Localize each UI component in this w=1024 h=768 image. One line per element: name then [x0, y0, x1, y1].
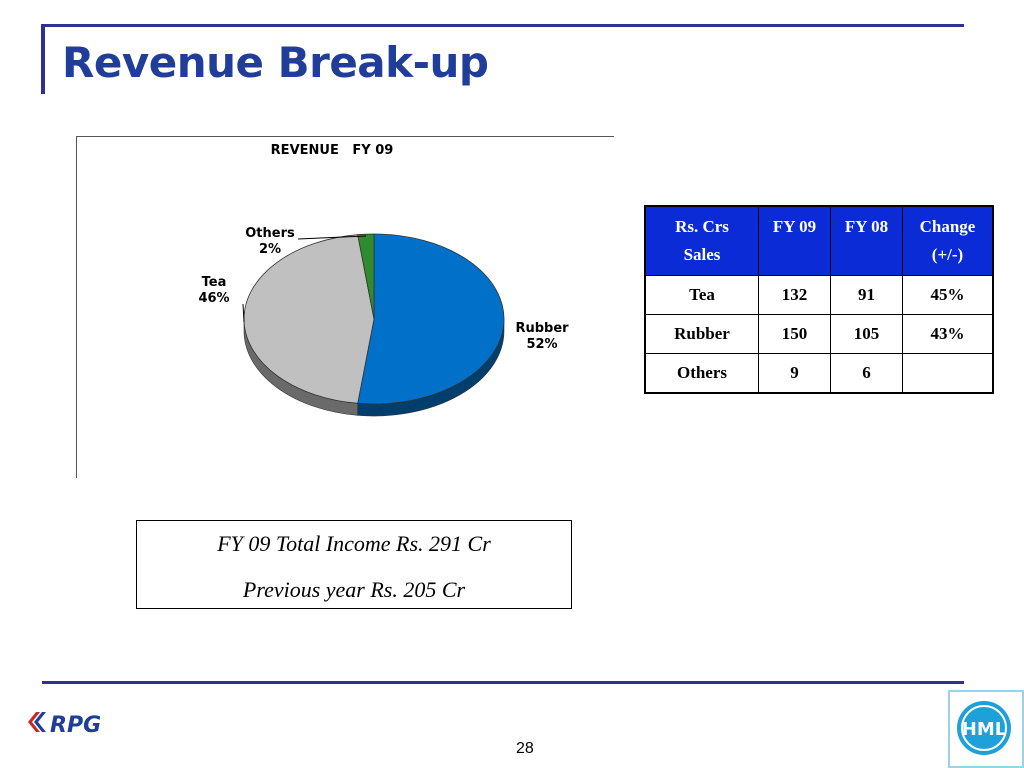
table-cell: 45%: [902, 275, 994, 315]
table-row: Others 9 6: [644, 353, 994, 394]
table-cell: 6: [830, 353, 903, 394]
left-accent-rule: [41, 24, 45, 94]
pie-top-group: [243, 233, 505, 405]
pie-slice-rubber: [357, 233, 505, 405]
total-income-text: FY 09 Total Income Rs. 291 Cr: [217, 531, 491, 556]
pie-percent-label-tea: 46%: [198, 291, 229, 306]
table-header-row: Rs. Crs Sales FY 09 FY 08 Change (+/-): [644, 205, 994, 276]
pie-label-others: Others: [245, 226, 295, 241]
leader-line-tea: [242, 303, 245, 323]
page-number: 28: [516, 740, 534, 757]
pie-label-tea: Tea: [202, 275, 227, 290]
table-cell: Rubber: [644, 314, 759, 354]
previous-year-text: Previous year Rs. 205 Cr: [242, 577, 466, 602]
table-cell: 43%: [902, 314, 994, 354]
pie-slice-others: [357, 233, 375, 320]
table-cell: 132: [758, 275, 831, 315]
table-header-cell: Change (+/-): [902, 205, 994, 276]
table-header-cell: FY 08: [830, 205, 903, 276]
page-title: Revenue Break-up: [62, 38, 489, 87]
table-header-cell: Rs. Crs Sales: [644, 205, 759, 276]
chart-frame-top-border: [76, 136, 614, 137]
rpg-logo: RPG: [28, 712, 101, 738]
table-cell: Tea: [644, 275, 759, 315]
revenue-table: Rs. Crs Sales FY 09 FY 08 Change (+/-) Tea…: [644, 205, 994, 394]
svg-text:RPG: RPG: [50, 713, 101, 738]
chart-frame-left-border: [76, 136, 77, 478]
chart-title: REVENUE FY 09: [271, 143, 394, 158]
hml-logo: HML: [948, 690, 1024, 768]
table-header-cell: FY 09: [758, 205, 831, 276]
table-cell: 150: [758, 314, 831, 354]
table-row: Tea 132 91 45%: [644, 275, 994, 315]
pie-chart-frame: REVENUE FY 09 Rubber 52% Tea 46% Others 2%: [76, 136, 614, 478]
total-income-box: FY 09 Total Income Rs. 291 Cr Previous y…: [136, 520, 572, 609]
pie-percent-label-others: 2%: [259, 242, 281, 257]
table-cell: 9: [758, 353, 831, 394]
svg-text:HML: HML: [962, 719, 1006, 740]
table-row: Rubber 150 105 43%: [644, 314, 994, 354]
table-cell: Others: [644, 353, 759, 394]
table-cell: 105: [830, 314, 903, 354]
table-cell: 91: [830, 275, 903, 315]
pie-slice-tea: [243, 234, 375, 404]
leader-line-others: [297, 235, 367, 240]
table-cell: [902, 353, 994, 394]
pie-label-rubber: Rubber: [515, 321, 569, 336]
pie-percent-label-rubber: 52%: [526, 337, 557, 352]
top-rule: [42, 24, 964, 27]
bottom-rule: [42, 681, 964, 684]
